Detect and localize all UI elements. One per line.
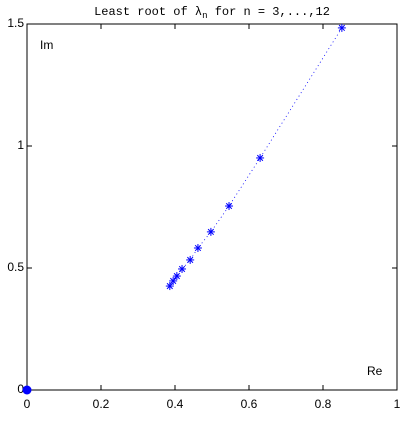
marker-stroke (178, 265, 186, 273)
point-marker (337, 23, 346, 32)
axes-box (26, 23, 398, 391)
x-annotation: Re (367, 364, 383, 378)
marker-stroke (194, 244, 202, 252)
x-tick-label: 0.4 (167, 397, 184, 411)
point-marker (206, 227, 215, 236)
marker-stroke (187, 256, 194, 264)
point-marker (193, 243, 202, 252)
point-marker (256, 153, 265, 162)
x-tick-label: 1 (394, 397, 401, 411)
marker-stroke (166, 282, 173, 290)
point-marker (169, 276, 178, 285)
x-tick-label: 0.6 (241, 397, 258, 411)
marker-stroke (173, 272, 181, 280)
x-tick-label: 0.2 (93, 397, 110, 411)
y-tick-label: 0.5 (7, 260, 24, 274)
x-tick-label: 0 (24, 397, 31, 411)
title-part: for n = 3,...,12 (208, 5, 330, 19)
title-part: Least root of λ (94, 5, 202, 19)
marker-stroke (207, 228, 215, 236)
title-subscript: n (202, 11, 207, 21)
marker-stroke (169, 277, 177, 285)
y-tick-label: 0 (17, 382, 24, 396)
point-marker (172, 272, 181, 281)
marker-stroke (338, 24, 346, 32)
point-marker (178, 264, 187, 273)
x-tick-label: 0.8 (315, 397, 332, 411)
point-marker (165, 282, 174, 291)
chart-title: Least root of λn for n = 3,...,12 (94, 5, 330, 21)
point-marker (22, 385, 32, 395)
y-tick-label: 1 (17, 138, 24, 152)
y-tick-label: 1.5 (7, 16, 24, 30)
point-marker (186, 255, 195, 264)
marker-stroke (256, 154, 264, 162)
point-marker (225, 202, 234, 211)
connecting-line (169, 27, 343, 287)
y-annotation: Im (40, 38, 53, 52)
marker-stroke (225, 202, 233, 210)
